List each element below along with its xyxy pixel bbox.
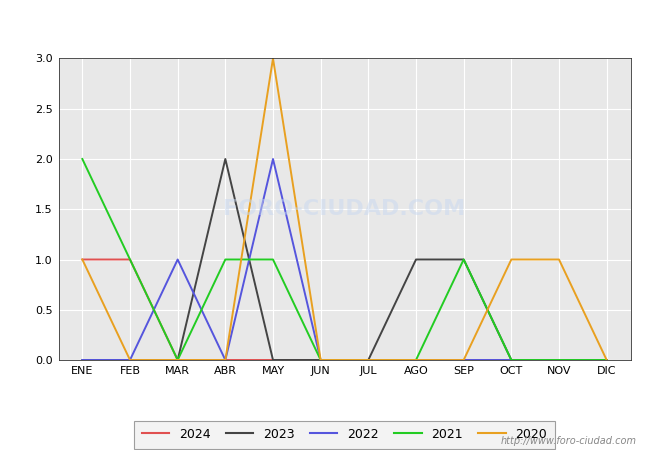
Text: FORO-CIUDAD.COM: FORO-CIUDAD.COM [224, 199, 465, 219]
Text: Matriculaciones de Vehiculos en San Martín de Trevejo: Matriculaciones de Vehiculos en San Mart… [107, 17, 543, 33]
Legend: 2024, 2023, 2022, 2021, 2020: 2024, 2023, 2022, 2021, 2020 [134, 420, 555, 449]
Text: http://www.foro-ciudad.com: http://www.foro-ciudad.com [501, 436, 637, 446]
